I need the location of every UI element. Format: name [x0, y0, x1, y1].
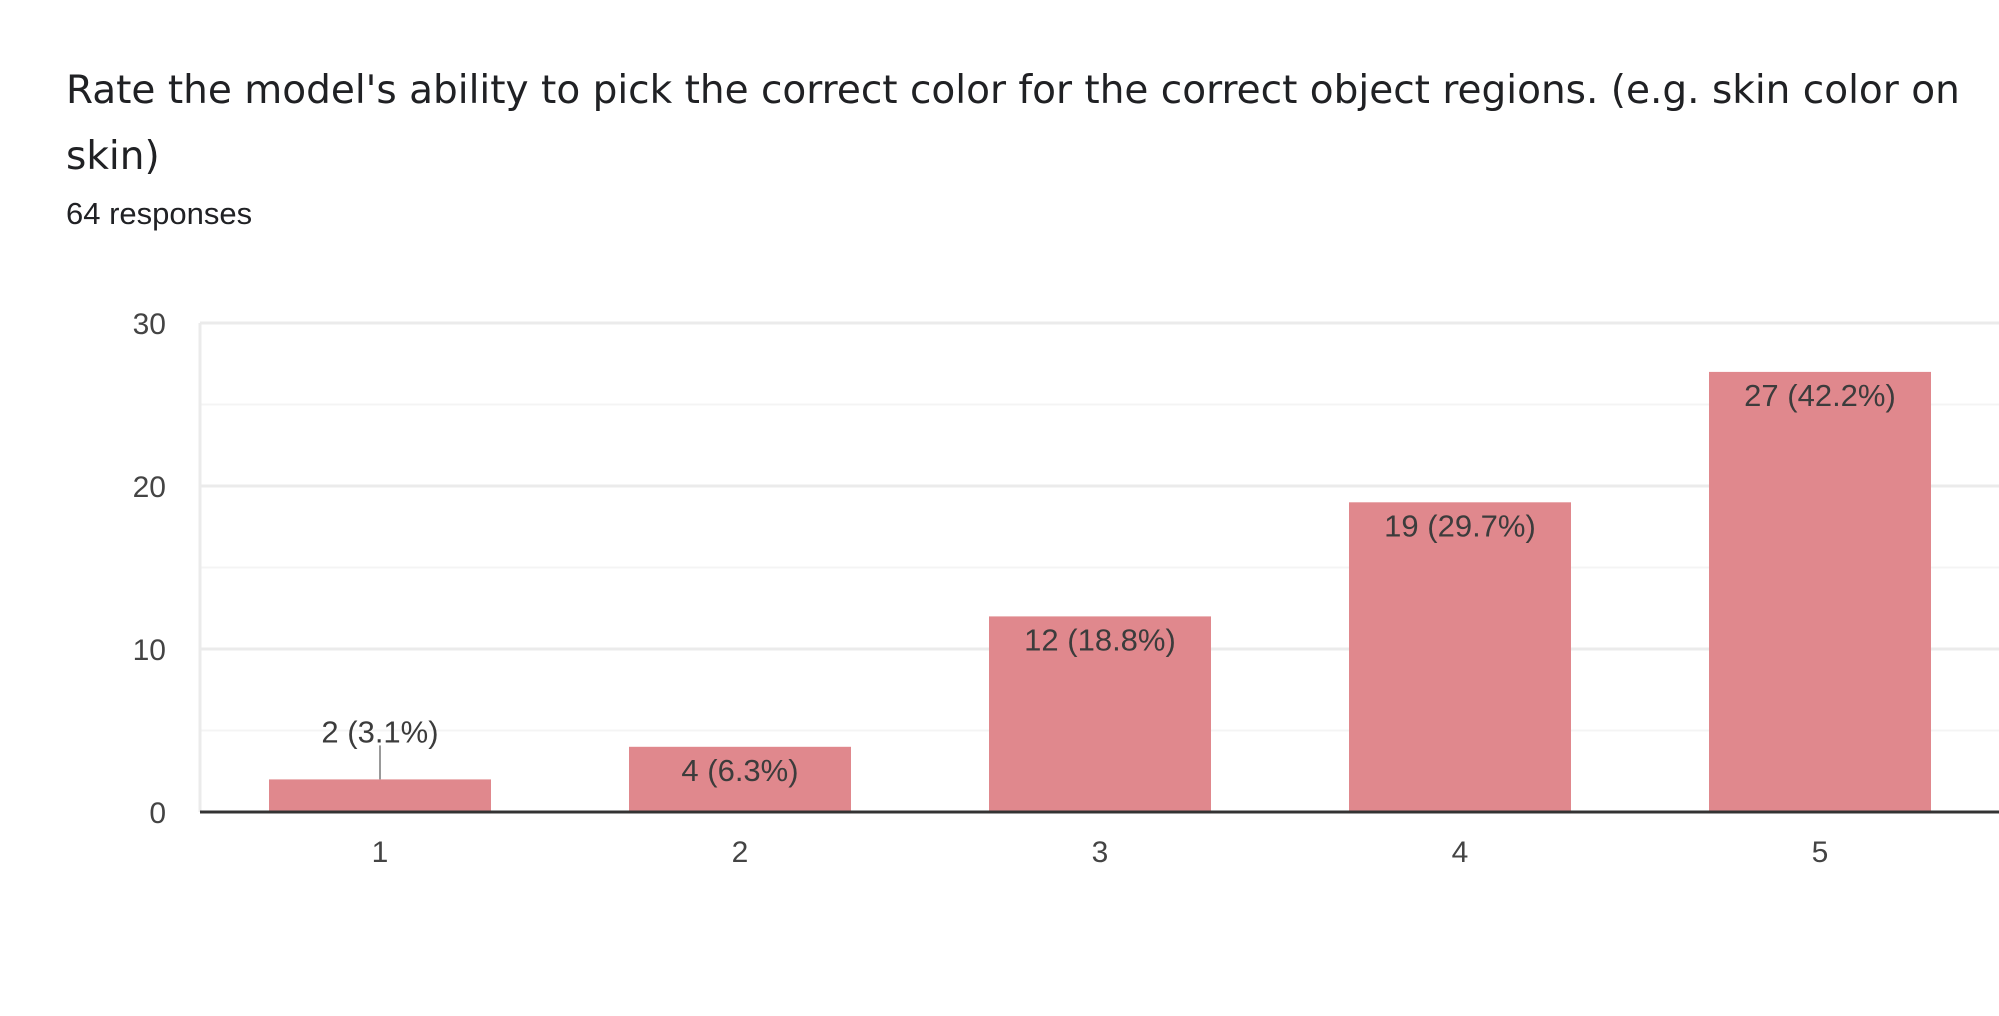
- bar: [1349, 502, 1571, 812]
- data-labels: 2 (3.1%) 4 (6.3%) 12 (18.8%) 19 (29.7%) 27 (…: [321, 378, 1895, 788]
- response-count: 64 responses: [66, 196, 253, 231]
- bar: [989, 616, 1211, 812]
- x-tick-label: 1: [372, 836, 389, 869]
- y-tick-label: 30: [133, 308, 166, 341]
- bar: [269, 779, 491, 812]
- data-label: 2 (3.1%): [321, 714, 438, 749]
- axes: 0 10 20 30 1 2 3 4 5: [133, 308, 1999, 869]
- bar: [1709, 371, 1931, 812]
- x-tick-label: 3: [1092, 836, 1109, 869]
- x-tick-label: 4: [1452, 836, 1469, 869]
- data-label: 27 (42.2%): [1744, 378, 1896, 413]
- data-label: 4 (6.3%): [681, 753, 798, 788]
- bars: [269, 371, 1931, 812]
- data-label: 12 (18.8%): [1024, 622, 1176, 657]
- data-label: 19 (29.7%): [1384, 508, 1536, 543]
- question-title: Rate the model's ability to pick the cor…: [66, 68, 1960, 179]
- bar: [629, 746, 851, 812]
- x-tick-label: 5: [1812, 836, 1829, 869]
- y-tick-label: 20: [133, 471, 166, 504]
- y-tick-label: 10: [133, 634, 166, 667]
- x-tick-label: 2: [732, 836, 749, 869]
- y-tick-label: 0: [149, 797, 166, 830]
